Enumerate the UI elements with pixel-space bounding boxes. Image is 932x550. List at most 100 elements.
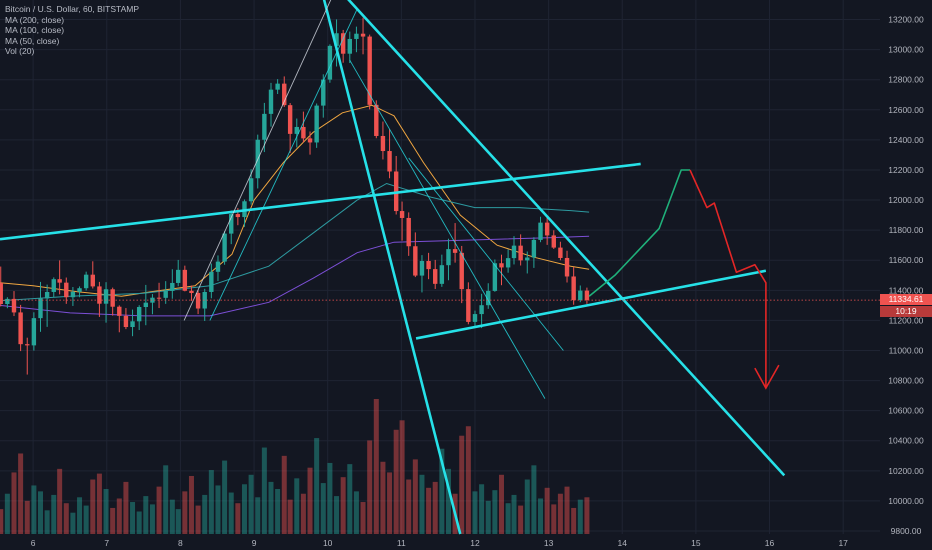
volume-bar: [445, 468, 451, 534]
price-tick-label: 10200.00: [888, 466, 924, 476]
volume-bar: [116, 498, 122, 534]
volume-bar: [57, 468, 63, 534]
candle-body: [558, 247, 563, 258]
candle-body: [578, 290, 583, 301]
legend-ma200[interactable]: MA (200, close): [5, 14, 65, 25]
volume-bar: [373, 399, 379, 534]
candle-body: [544, 222, 550, 236]
volume-bar: [505, 503, 511, 534]
price-tick-label: 13200.00: [888, 15, 924, 25]
candle-body: [182, 269, 188, 291]
volume-bar: [584, 497, 590, 534]
symbol-title[interactable]: Bitcoin / U.S. Dollar, 60, BITSTAMP: [5, 4, 139, 14]
volume-bar: [83, 505, 89, 534]
bar-countdown-label: 10:19: [880, 306, 932, 318]
indicator-legend: Bitcoin / U.S. Dollar, 60, BITSTAMP MA (…: [5, 4, 139, 57]
trendline-inner-fan: [349, 59, 546, 399]
volume-bar: [0, 509, 4, 534]
candle-body: [511, 245, 517, 259]
volume-bar: [564, 486, 570, 534]
candle-body: [136, 307, 142, 322]
price-tick-label: 11600.00: [889, 255, 924, 265]
volume-bar: [479, 484, 485, 534]
price-tick-label: 12400.00: [888, 135, 924, 145]
volume-bar: [136, 511, 142, 534]
candle-body: [0, 282, 3, 305]
legend-ma100[interactable]: MA (100, close): [5, 25, 65, 35]
volume-bar: [287, 499, 293, 534]
volume-bar: [571, 507, 577, 534]
candle-body: [538, 222, 543, 240]
volume-bar: [96, 473, 102, 534]
volume-bar: [63, 503, 69, 534]
candle-body: [209, 271, 214, 292]
candle-body: [551, 235, 556, 248]
candle-body: [340, 33, 346, 54]
volume-bar: [228, 492, 234, 534]
ma-line: [0, 104, 590, 297]
time-axis[interactable]: 6 7 8 9 10 11 12 13 14 15 16 17: [31, 538, 848, 548]
candle-body: [321, 79, 326, 106]
candle-body: [222, 233, 227, 262]
volume-bar: [307, 467, 313, 534]
volume-bar: [511, 494, 517, 534]
candle-body: [195, 293, 201, 309]
volume-bar: [432, 481, 438, 534]
projection-arrow-head: [754, 364, 780, 390]
legend-ma50[interactable]: MA (50, close): [5, 35, 60, 46]
volume-bar: [175, 509, 181, 534]
volume-bar: [281, 455, 287, 534]
candle-body: [399, 211, 405, 218]
price-tick-label: 12600.00: [888, 105, 924, 115]
candle-body: [426, 260, 431, 270]
drawn-trendlines[interactable]: [0, 0, 786, 535]
trendline-descending-resistance: [347, 0, 786, 477]
candle-body: [163, 290, 168, 298]
candle-body: [294, 126, 299, 134]
candle-body: [130, 321, 135, 328]
volume-bar: [485, 500, 491, 534]
volume-bar: [4, 493, 10, 534]
candle-body: [44, 291, 50, 299]
volume-bar: [544, 487, 550, 534]
volume-bar: [314, 438, 320, 534]
last-price-label: 11334.61: [880, 294, 932, 306]
candle-body: [51, 279, 56, 292]
volume-bar: [24, 500, 30, 534]
candle-body: [70, 291, 76, 298]
volume-bar: [380, 461, 386, 534]
candle-body: [486, 290, 491, 306]
volume-bar: [465, 426, 471, 534]
candle-body: [176, 269, 181, 283]
volume-bar: [77, 497, 83, 534]
volume-bar: [439, 448, 445, 534]
candle-body: [282, 83, 287, 106]
time-tick-label: 8: [178, 538, 183, 548]
candle-body: [374, 104, 379, 136]
candle-body: [110, 289, 115, 307]
trendline-wedge-left: [183, 0, 332, 321]
candle-body: [275, 83, 280, 90]
candle-body: [156, 297, 162, 299]
candle-body: [31, 318, 37, 346]
candle-body: [57, 279, 62, 283]
ma-line: [0, 182, 590, 302]
volume-bar: [347, 464, 353, 534]
volume-bar: [268, 481, 274, 534]
price-axis[interactable]: 9800.00 10000.00 10200.00 10400.00 10600.00 1…: [888, 15, 924, 536]
volume-bar: [459, 435, 465, 534]
candle-body: [367, 36, 372, 105]
volume-bar: [130, 502, 136, 534]
candle-body: [360, 33, 366, 37]
candle-body: [446, 249, 451, 266]
volume-bar: [202, 494, 208, 534]
price-tick-label: 10400.00: [888, 436, 924, 446]
projection-down-path: [689, 169, 767, 389]
candle-body: [262, 113, 267, 140]
time-tick-label: 13: [544, 538, 554, 548]
legend-volume[interactable]: Vol (20): [5, 46, 35, 56]
volume-bar: [222, 460, 228, 534]
volume-bar: [143, 496, 149, 534]
candle-body: [433, 269, 438, 284]
